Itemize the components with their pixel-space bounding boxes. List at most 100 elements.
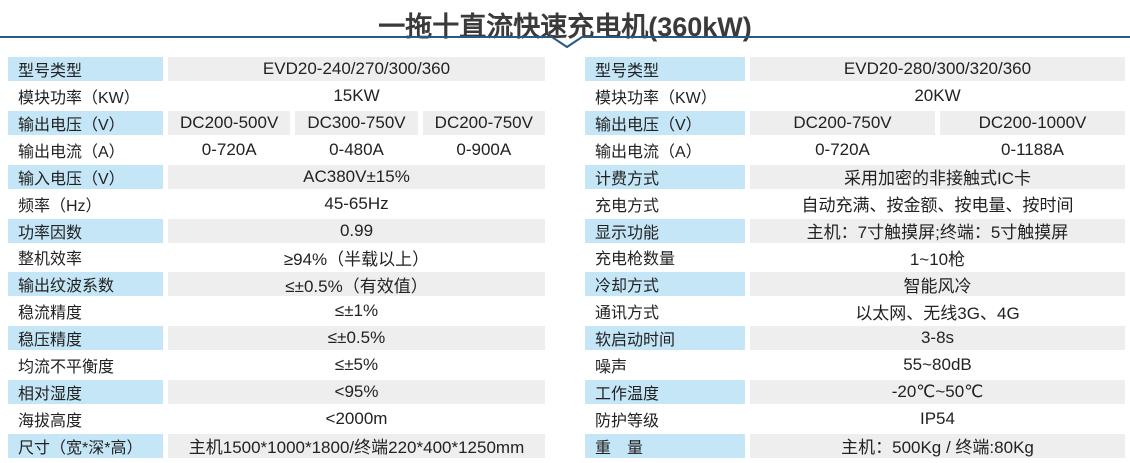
row-value: 1~10枪 xyxy=(909,249,966,269)
row-label: 尺寸（宽*深*高） xyxy=(8,433,163,458)
row-value: EVD20-240/270/300/360 xyxy=(168,57,545,81)
table-row: 稳压精度 ≤±0.5% xyxy=(8,326,545,351)
row-label: 通讯方式 xyxy=(595,305,660,323)
row-value: 0-900A xyxy=(456,139,512,159)
row-values: ≤±1% xyxy=(168,299,545,323)
table-row: 型号类型 EVD20-280/300/320/360 xyxy=(585,57,1125,81)
table-row: 频率（Hz） 45-65Hz xyxy=(8,192,545,216)
row-label: 计费方式 xyxy=(585,164,745,189)
row-values: 自动充满、按金额、按电量、按时间 xyxy=(750,192,1125,216)
row-label: 重 量 xyxy=(585,433,745,458)
row-values: 0.99 xyxy=(168,218,545,243)
row-label: 频率（Hz） xyxy=(18,197,102,215)
row-values: 智能风冷 xyxy=(750,272,1125,297)
row-value: DC200-500V xyxy=(168,110,291,135)
row-values: AC380V±15% xyxy=(168,164,545,189)
table-row: 功率因数 0.99 xyxy=(8,218,545,243)
table-row: 整机效率 ≥94%（半载以上） xyxy=(8,245,545,269)
table-row: 通讯方式 以太网、无线3G、4G xyxy=(585,299,1125,323)
row-value: EVD20-280/300/320/360 xyxy=(750,57,1125,81)
row-value: 0.99 xyxy=(168,218,545,243)
row-value: 智能风冷 xyxy=(750,272,1125,297)
row-value: ≤±0.5% xyxy=(168,326,545,351)
row-label: 噪声 xyxy=(595,359,628,377)
row-value: 0-1188A xyxy=(1000,139,1064,159)
row-values: 以太网、无线3G、4G xyxy=(750,299,1125,323)
row-label: 输入电压（V） xyxy=(8,164,163,189)
row-value: 15KW xyxy=(333,85,380,105)
row-label: 软启动时间 xyxy=(585,326,745,351)
table-row: 输出电流（A） 0-720A 0-1188A xyxy=(585,138,1125,162)
row-value: ≤±0.5%（有效值） xyxy=(168,272,545,297)
row-value: <95% xyxy=(168,380,545,405)
row-value: 主机：500Kg / 终端:80Kg xyxy=(750,433,1125,458)
table-row: 稳流精度 ≤±1% xyxy=(8,299,545,323)
row-values: 0-720A 0-480A 0-900A xyxy=(168,138,545,162)
spec-tables-container: 型号类型 EVD20-240/270/300/360 模块功率（KW） 15KW 输出电… xyxy=(0,57,1130,458)
row-label: 模块功率（KW） xyxy=(595,89,717,107)
row-values: 45-65Hz xyxy=(168,192,545,216)
row-label: 输出电压（V） xyxy=(585,110,745,135)
row-values: 0-720A 0-1188A xyxy=(750,138,1125,162)
row-values: 主机：7寸触摸屏;终端：5寸触摸屏 xyxy=(750,218,1125,243)
table-row: 型号类型 EVD20-240/270/300/360 xyxy=(8,57,545,81)
row-value: 以太网、无线3G、4G xyxy=(855,303,1020,323)
row-values: ≤±5% xyxy=(168,353,545,377)
row-value: AC380V±15% xyxy=(168,164,545,189)
row-label: 型号类型 xyxy=(8,57,163,81)
row-label: 海拔高度 xyxy=(18,412,83,430)
table-row: 噪声 55~80dB xyxy=(585,353,1125,377)
row-values: 主机1500*1000*1800/终端220*400*1250mm xyxy=(168,433,545,458)
row-values: ≤±0.5%（有效值） xyxy=(168,272,545,297)
row-values: 主机：500Kg / 终端:80Kg xyxy=(750,433,1125,458)
row-value: DC300-750V xyxy=(295,110,418,135)
row-values: ≥94%（半载以上） xyxy=(168,245,545,269)
row-values: <2000m xyxy=(168,407,545,431)
row-label: 输出电压（V） xyxy=(8,110,163,135)
row-value: 55~80dB xyxy=(903,355,972,375)
table-row: 输出电流（A） 0-720A 0-480A 0-900A xyxy=(8,138,545,162)
row-value: 采用加密的非接触式IC卡 xyxy=(750,164,1125,189)
row-values: DC200-750V DC200-1000V xyxy=(750,110,1125,135)
row-label: 型号类型 xyxy=(585,57,745,81)
table-row: 输入电压（V） AC380V±15% xyxy=(8,164,545,189)
row-label: 模块功率（KW） xyxy=(18,89,140,107)
row-values: ≤±0.5% xyxy=(168,326,545,351)
row-values: 1~10枪 xyxy=(750,245,1125,269)
row-label: 防护等级 xyxy=(595,412,660,430)
table-row: 防护等级 IP54 xyxy=(585,407,1125,431)
row-label: 显示功能 xyxy=(585,218,745,243)
table-row: 相对湿度 <95% xyxy=(8,380,545,405)
row-label: 输出电流（A） xyxy=(595,143,702,161)
row-values: IP54 xyxy=(750,407,1125,431)
table-row: 软启动时间 3-8s xyxy=(585,326,1125,351)
row-label: 整机效率 xyxy=(18,251,83,269)
table-row: 尺寸（宽*深*高） 主机1500*1000*1800/终端220*400*1250… xyxy=(8,433,545,458)
row-values: EVD20-240/270/300/360 xyxy=(168,57,545,81)
row-label: 输出纹波系数 xyxy=(8,272,163,297)
row-label: 均流不平衡度 xyxy=(18,359,115,377)
row-values: DC200-500V DC300-750V DC200-750V xyxy=(168,110,545,135)
spec-table-right: 型号类型 EVD20-280/300/320/360 模块功率（KW） 20KW 输出电… xyxy=(585,57,1125,458)
table-row: 充电方式 自动充满、按金额、按电量、按时间 xyxy=(585,192,1125,216)
table-row: 模块功率（KW） 20KW xyxy=(585,84,1125,108)
page-title: 一拖十直流快速充电机(360kW) xyxy=(378,12,752,42)
divider-line xyxy=(0,36,1130,49)
row-value: 主机：7寸触摸屏;终端：5寸触摸屏 xyxy=(750,218,1125,243)
table-row: 均流不平衡度 ≤±5% xyxy=(8,353,545,377)
row-values: 3-8s xyxy=(750,326,1125,351)
row-value: 45-65Hz xyxy=(324,193,389,213)
row-value: <2000m xyxy=(325,408,388,428)
row-values: 采用加密的非接触式IC卡 xyxy=(750,164,1125,189)
row-value: IP54 xyxy=(920,408,955,428)
row-value: ≤±1% xyxy=(334,301,379,321)
row-value: DC200-750V xyxy=(750,110,935,135)
row-label: 输出电流（A） xyxy=(18,143,125,161)
table-row: 海拔高度 <2000m xyxy=(8,407,545,431)
row-value: 20KW xyxy=(914,85,961,105)
table-row: 冷却方式 智能风冷 xyxy=(585,272,1125,297)
table-row: 显示功能 主机：7寸触摸屏;终端：5寸触摸屏 xyxy=(585,218,1125,243)
row-label: 功率因数 xyxy=(8,218,163,243)
table-row: 模块功率（KW） 15KW xyxy=(8,84,545,108)
